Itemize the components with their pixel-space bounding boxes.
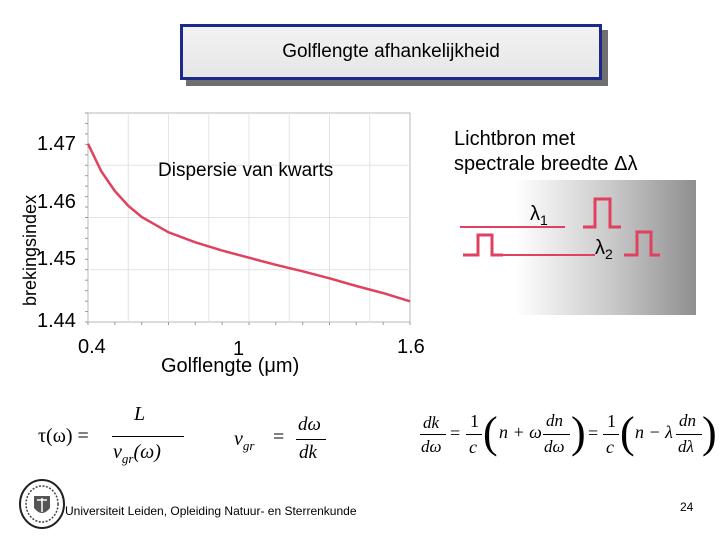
slide-title: Golflengte afhankelijkheid bbox=[282, 41, 500, 62]
formula-dn1: dn bbox=[546, 411, 563, 430]
chart-annotation: Dispersie van kwarts bbox=[158, 160, 334, 181]
formula-dom1: dω bbox=[544, 437, 565, 456]
tau-den-sub: gr bbox=[121, 451, 134, 466]
x-tick-label: 1 bbox=[233, 338, 245, 360]
chart-series bbox=[86, 143, 411, 303]
formula-tau-denominator: vgr(ω) bbox=[113, 441, 161, 467]
formula-one2-bar bbox=[603, 434, 619, 435]
lambda1-pulse bbox=[583, 197, 621, 229]
x-tick-label: 1.6 bbox=[397, 336, 425, 358]
formula-dl2: dλ bbox=[678, 437, 694, 456]
formula-one1: 1 bbox=[470, 411, 479, 431]
lambda2-symbol: λ bbox=[595, 237, 605, 259]
formula-eq2: = bbox=[588, 423, 599, 443]
footer-text: Universiteit Leiden, Opleiding Natuur- e… bbox=[65, 504, 357, 518]
lambda2-pulse-left bbox=[463, 233, 503, 257]
formula-dn2-bar bbox=[676, 434, 702, 435]
formula-c1: c bbox=[469, 437, 477, 457]
lambda1-subscript: 1 bbox=[540, 212, 548, 228]
y-tick-label: 1.45 bbox=[37, 248, 76, 270]
lambda1-symbol: λ bbox=[530, 203, 540, 225]
formula-tau-fraction-bar bbox=[112, 436, 184, 437]
light-source-line1: Lichtbron met bbox=[454, 128, 576, 150]
formula-tau-numerator: L bbox=[134, 403, 146, 425]
lambda1-label: λ1 bbox=[530, 203, 548, 228]
formula-c2: c bbox=[606, 437, 614, 457]
lambda2-subscript: 2 bbox=[605, 246, 613, 262]
formula-vgr-lhs: vgr bbox=[234, 428, 254, 454]
light-source-line2: spectrale breedte Δλ bbox=[454, 153, 638, 175]
formula-one2: 1 bbox=[607, 411, 616, 431]
tau-den-v: v bbox=[113, 441, 122, 463]
formula-dk-bar bbox=[420, 434, 446, 435]
formula-dk-den: dω bbox=[421, 437, 442, 456]
vgr-v: v bbox=[234, 428, 243, 450]
formula-vgr-eq: = bbox=[273, 426, 285, 448]
formula-one1-bar bbox=[466, 434, 482, 435]
formula-dk-num: dk bbox=[423, 413, 440, 432]
vgr-sub: gr bbox=[242, 438, 255, 453]
formula-dn1-bar bbox=[543, 434, 570, 435]
formula-eq1: = bbox=[450, 423, 461, 443]
page-number: 24 bbox=[680, 500, 694, 514]
formula-vgr-den: dk bbox=[299, 442, 317, 463]
formula-vgr-bar bbox=[296, 439, 326, 440]
y-tick-label: 1.47 bbox=[37, 133, 76, 155]
formula-paren2-a: n − λ bbox=[635, 422, 673, 442]
formula-tau-lhs: τ(ω) = bbox=[38, 425, 89, 447]
formula-paren-close1: ) bbox=[571, 408, 586, 457]
y-tick-label: 1.44 bbox=[37, 310, 76, 332]
formula-paren-close2: ) bbox=[702, 408, 717, 457]
x-tick-label: 0.4 bbox=[78, 336, 106, 358]
formula-paren1-a: n + ω bbox=[499, 422, 542, 442]
university-seal-icon bbox=[19, 479, 65, 529]
lambda2-pulse-right bbox=[624, 230, 660, 257]
formula-paren-open2: ( bbox=[620, 408, 635, 457]
title-box: Golflengte afhankelijkheid bbox=[180, 24, 602, 80]
y-tick-label: 1.46 bbox=[37, 191, 76, 213]
formula-paren-open1: ( bbox=[483, 408, 498, 457]
formula-dn2: dn bbox=[679, 411, 696, 430]
series-line bbox=[86, 143, 411, 303]
pulse-panel bbox=[455, 180, 696, 315]
light-source-label: Lichtbron met spectrale breedte Δλ bbox=[454, 127, 637, 177]
lambda2-label: λ2 bbox=[595, 237, 613, 262]
tau-den-tail: (ω) bbox=[133, 441, 161, 463]
chart-xlabel: Golflengte (μm) bbox=[161, 355, 300, 377]
formula-vgr-num: dω bbox=[298, 414, 321, 435]
